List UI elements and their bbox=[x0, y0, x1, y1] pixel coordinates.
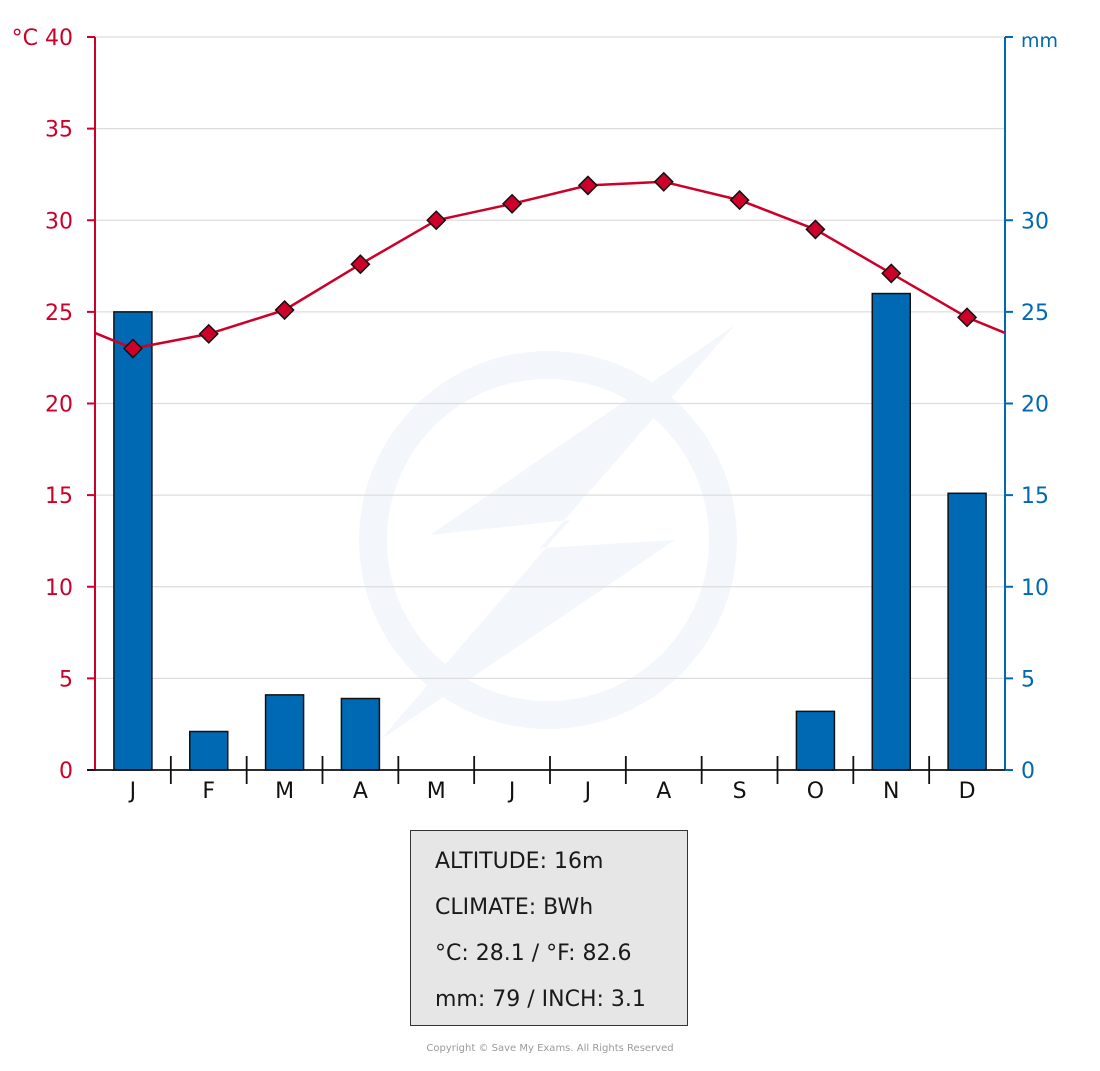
temperature-tick-label: 10 bbox=[45, 576, 73, 601]
month-label: D bbox=[959, 779, 976, 804]
temperature-point bbox=[274, 299, 295, 321]
temperature-tick-label: 35 bbox=[45, 118, 73, 143]
temperature-summary-text: °C: 28.1 / °F: 82.6 bbox=[435, 941, 632, 966]
month-label: J bbox=[128, 779, 137, 804]
precipitation-bar bbox=[947, 492, 987, 771]
month-label: J bbox=[507, 779, 516, 804]
precipitation-summary-text: mm: 79 / INCH: 3.1 bbox=[435, 987, 646, 1012]
month-label: N bbox=[883, 779, 899, 804]
climate-info-box: ALTITUDE: 16m CLIMATE: BWh °C: 28.1 / °F… bbox=[410, 830, 688, 1026]
temperature-point bbox=[502, 193, 523, 214]
temperature-tick-label: 30 bbox=[45, 209, 73, 234]
copyright-text: Copyright © Save My Exams. All Rights Re… bbox=[426, 1043, 674, 1054]
temperature-point bbox=[577, 175, 598, 196]
month-label: J bbox=[583, 779, 592, 804]
climate-text: CLIMATE: BWh bbox=[435, 895, 594, 920]
month-label: M bbox=[427, 779, 446, 804]
month-label: S bbox=[733, 779, 747, 804]
precipitation-tick-label: 20 bbox=[1021, 393, 1049, 418]
precipitation-bar bbox=[264, 694, 305, 771]
temperature-point bbox=[350, 254, 371, 275]
temperature-point bbox=[198, 323, 219, 344]
watermark-logo bbox=[359, 325, 737, 740]
temperature-point bbox=[805, 219, 826, 240]
gridlines bbox=[95, 36, 1005, 679]
temperature-tick-label: 15 bbox=[45, 484, 73, 509]
precipitation-tick-label: 5 bbox=[1021, 667, 1035, 692]
precipitation-tick-label: 10 bbox=[1021, 576, 1049, 601]
temperature-point bbox=[957, 307, 978, 328]
temperature-point bbox=[729, 190, 750, 211]
temperature-point bbox=[881, 263, 902, 284]
temperature-point bbox=[426, 210, 447, 231]
precipitation-unit-label: mm bbox=[1021, 30, 1058, 52]
temperature-point bbox=[653, 171, 674, 192]
temperature-tick-label: 5 bbox=[59, 667, 73, 692]
precipitation-tick-label: 15 bbox=[1021, 484, 1049, 509]
month-label: A bbox=[353, 779, 368, 804]
month-label: F bbox=[202, 779, 215, 804]
month-label: A bbox=[656, 779, 671, 804]
precipitation-tick-label: 30 bbox=[1021, 209, 1049, 234]
temperature-point bbox=[122, 338, 143, 359]
precipitation-tick-label: 25 bbox=[1021, 301, 1049, 326]
temperature-tick-label: °C 40 bbox=[12, 26, 73, 51]
precipitation-bar bbox=[795, 710, 836, 771]
temperature-line bbox=[94, 171, 1006, 359]
month-label: M bbox=[275, 779, 294, 804]
month-label: O bbox=[807, 779, 824, 804]
precipitation-bar bbox=[340, 697, 381, 771]
precipitation-tick-label: 0 bbox=[1021, 759, 1035, 784]
axes: 0 5 10 15 20 25 30 35 °C 40 mm 0 5 10 15 20 25 30 J F M A M J J… bbox=[12, 26, 1058, 804]
temperature-tick-label: 25 bbox=[45, 301, 73, 326]
climate-chart: 0 5 10 15 20 25 30 35 °C 40 mm 0 5 10 15 20 25 30 J F M A M J J… bbox=[12, 26, 1058, 804]
temperature-tick-label: 20 bbox=[45, 393, 73, 418]
temperature-line-path bbox=[94, 180, 1006, 350]
precipitation-bar bbox=[189, 730, 229, 771]
precipitation-bar bbox=[871, 292, 911, 771]
temperature-tick-label: 0 bbox=[59, 759, 73, 784]
altitude-text: ALTITUDE: 16m bbox=[435, 849, 604, 874]
precipitation-bar bbox=[113, 311, 153, 771]
